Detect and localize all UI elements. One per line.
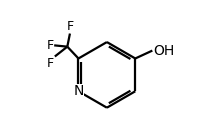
Text: F: F <box>46 39 53 52</box>
Text: N: N <box>73 84 84 98</box>
Text: F: F <box>66 20 73 33</box>
Text: OH: OH <box>153 44 174 58</box>
Text: F: F <box>47 57 54 70</box>
